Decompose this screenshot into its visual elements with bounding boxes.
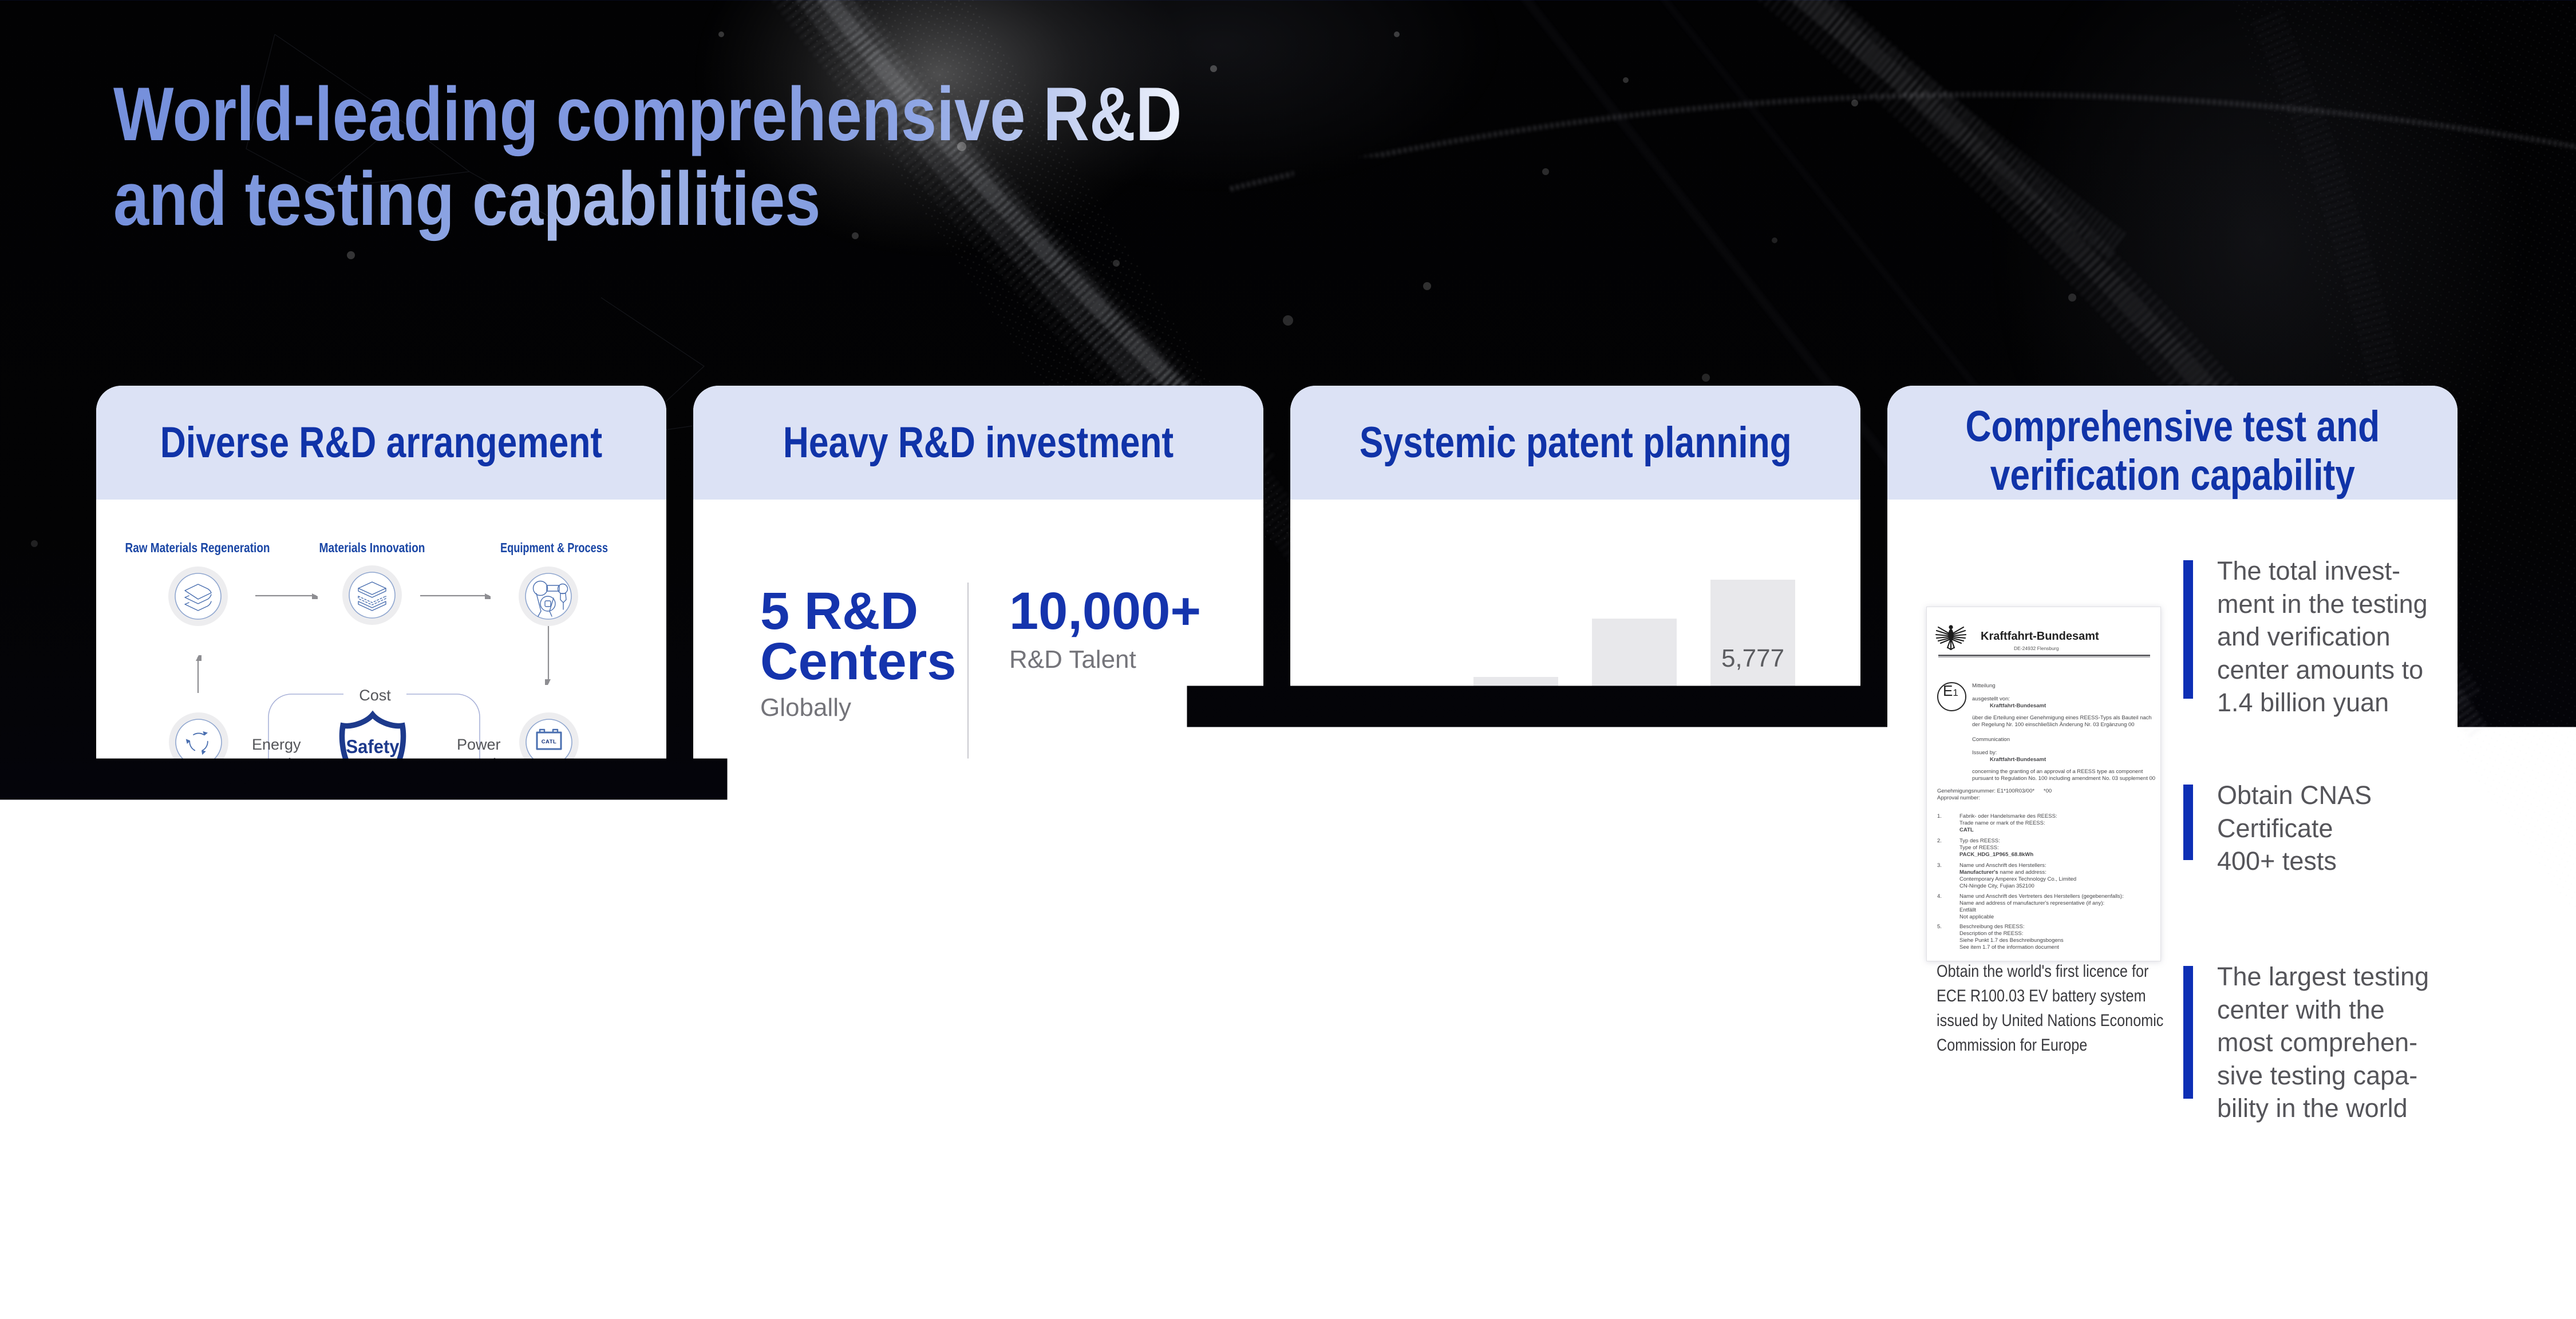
svg-text:BMS Technologies: BMS Technologies — [326, 1092, 419, 1107]
svg-text:Cost: Cost — [359, 687, 391, 704]
svg-text:Safety: Safety — [346, 736, 400, 757]
svg-text:Equipment & Process: Equipment & Process — [500, 540, 608, 555]
svg-text:Power: Power — [457, 736, 501, 753]
svg-text:Module Technologies: Module Technologies — [493, 945, 601, 960]
svg-text:Cycle Life: Cycle Life — [341, 798, 409, 815]
svg-text:CATL: CATL — [542, 739, 557, 745]
svg-text:Raw Materials Regeneration: Raw Materials Regeneration — [125, 540, 270, 555]
svg-text:Energy: Energy — [252, 736, 301, 753]
svg-text:Cascade Utilization: Cascade Utilization — [147, 945, 247, 960]
svg-text:Recycling & Disassembling: Recycling & Disassembling — [128, 785, 265, 800]
svg-text:Density: Density — [252, 755, 304, 773]
svg-text:Materials Innovation: Materials Innovation — [319, 540, 425, 555]
svg-text:Density: Density — [457, 755, 509, 773]
svg-text:System Technologies: System Technologies — [318, 945, 425, 960]
svg-text:Cell Technologies: Cell Technologies — [507, 785, 597, 800]
